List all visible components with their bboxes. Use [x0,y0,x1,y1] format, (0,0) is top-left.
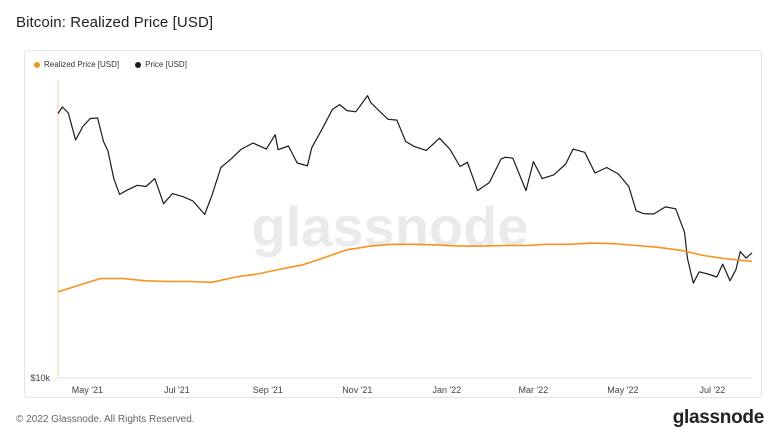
legend-item-realized[interactable]: Realized Price [USD] [34,60,119,69]
chart-legend: Realized Price [USD] Price [USD] [34,60,187,69]
x-tick-label: Nov '21 [342,385,372,395]
copyright-text: © 2022 Glassnode. All Rights Reserved. [16,414,195,425]
price-series-line[interactable] [57,94,753,284]
x-tick-label: Mar '22 [519,385,549,395]
legend-label-price: Price [USD] [145,60,187,69]
x-tick-label: Jul '22 [700,385,726,395]
realized-price-series-line[interactable] [57,242,753,293]
legend-dot-icon [135,61,142,68]
legend-label-realized: Realized Price [USD] [44,60,120,69]
brand-logo: glassnode [672,407,765,428]
y-tick-label: $10k [30,373,50,383]
legend-item-price[interactable]: Price [USD] [135,60,187,69]
chart-title: Bitcoin: Realized Price [USD] [16,14,214,31]
x-tick-label: Sep '21 [253,385,283,395]
chart-panel [24,50,762,398]
x-tick-label: May '22 [607,385,638,395]
legend-dot-icon [34,61,40,68]
x-tick-label: Jul '21 [164,385,190,395]
x-tick-label: May '21 [72,385,103,395]
watermark: glassnode [252,195,529,258]
x-tick-label: Jan '22 [432,385,461,395]
